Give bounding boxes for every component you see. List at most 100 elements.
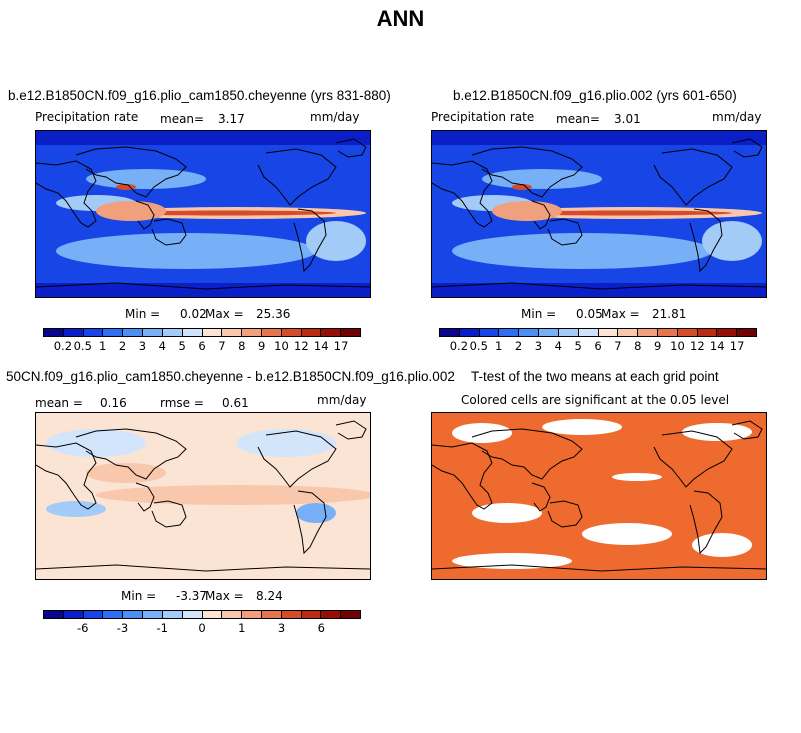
panel-bl-min-value: -3.37	[176, 589, 208, 603]
panel-tr-max-label: Max =	[601, 307, 640, 321]
non-significant-area	[582, 523, 672, 545]
non-significant-area	[542, 419, 622, 435]
panel-tl-min-value: 0.02	[180, 307, 207, 321]
colorbar-tick-label: 6	[594, 339, 602, 353]
colorbar-tick-label: 3	[534, 339, 543, 353]
colorbar-swatch	[558, 329, 579, 336]
colorbar-tick-label: 1	[494, 339, 503, 353]
panel-tl-units: mm/day	[310, 110, 360, 124]
colorbar-swatch	[301, 329, 322, 336]
coastline	[151, 218, 187, 246]
field-warm-pool	[492, 201, 562, 221]
colorbar-tick-label: -1	[156, 621, 168, 635]
coastline	[293, 490, 327, 555]
colorbar-tick-label: 12	[690, 339, 705, 353]
colorbar-tick-label: 0	[198, 621, 206, 635]
coastline	[531, 482, 551, 512]
panel-bl-mean-value: 0.16	[100, 396, 127, 410]
colorbar-swatch	[123, 611, 144, 618]
colorbar-swatch	[103, 329, 124, 336]
colorbar-tick-label: 0.2	[449, 339, 469, 353]
colorbar-swatch	[657, 329, 678, 336]
coastline	[36, 282, 370, 290]
field-positive	[86, 463, 166, 483]
colorbar-tick-label: 2	[514, 339, 523, 353]
panel-bl-max-value: 8.24	[256, 589, 283, 603]
field-itcz-core	[512, 210, 732, 216]
colorbar-swatch	[63, 329, 84, 336]
non-significant-area	[682, 423, 752, 441]
colorbar-tick-label: 8	[238, 339, 246, 353]
colorbar-tick-label: 14	[709, 339, 725, 353]
colorbar-swatch	[162, 329, 183, 336]
field-dry-zone	[452, 233, 712, 269]
coastline	[547, 218, 583, 246]
colorbar-tick-label: 6	[317, 621, 325, 635]
field-dry-zone	[306, 221, 366, 261]
colorbar-swatch	[143, 329, 163, 336]
colorbar-tr-ticks: 0.2 0.5 1 2 3 4 5 6 7 8 9 10 12 14 17	[439, 339, 757, 353]
coastline	[689, 490, 723, 555]
colorbar-tick-label: 1	[98, 339, 107, 353]
colorbar-tl	[43, 328, 361, 337]
colorbar-tick-label: 3	[277, 621, 286, 635]
colorbar-swatch	[717, 329, 738, 336]
non-significant-area	[612, 473, 662, 481]
non-significant-area	[452, 553, 572, 569]
precip-map-tr	[431, 130, 767, 298]
non-significant-area	[452, 423, 512, 443]
colorbar-swatch	[222, 611, 243, 618]
field-negative	[296, 503, 336, 523]
colorbar-swatch	[459, 329, 480, 336]
colorbar-swatch	[123, 329, 144, 336]
colorbar-tick-label: 4	[158, 339, 166, 353]
colorbar-tick-label: 14	[313, 339, 329, 353]
colorbar-swatch	[519, 329, 540, 336]
panel-bl-diff-title: 50CN.f09_g16.plio_cam1850.cheyenne - b.e…	[6, 369, 455, 384]
panel-tl-min-label: Min =	[125, 307, 161, 321]
panel-tl-variable: Precipitation rate	[35, 110, 139, 124]
field-polar-band	[432, 283, 766, 297]
coastline	[257, 430, 337, 488]
panel-tr-case-title: b.e12.B1850CN.f09_g16.plio.002 (yrs 601-…	[453, 88, 737, 103]
panel-bl-mean-label: mean =	[35, 396, 83, 410]
colorbar-tick-label: 9	[257, 339, 266, 353]
panel-bl-min-label: Min =	[121, 589, 157, 603]
colorbar-tick-label: 4	[554, 339, 562, 353]
colorbar-tick-label: 1	[238, 621, 246, 635]
colorbar-tick-label: 7	[218, 339, 226, 353]
coastline	[75, 146, 187, 198]
colorbar-swatch	[499, 329, 520, 336]
colorbar-tr	[439, 328, 757, 337]
colorbar-swatch	[182, 329, 203, 336]
colorbar-tick-label: -3	[116, 621, 129, 635]
coastline	[36, 564, 370, 572]
colorbar-swatch	[281, 611, 302, 618]
colorbar-tick-label: -6	[77, 621, 89, 635]
coastline	[471, 428, 583, 480]
panel-tl-max-value: 25.36	[256, 307, 291, 321]
colorbar-swatch	[737, 329, 756, 336]
non-significant-area	[472, 503, 542, 523]
colorbar-swatch	[63, 611, 84, 618]
colorbar-swatch	[677, 329, 698, 336]
colorbar-swatch	[618, 329, 639, 336]
coastline	[547, 500, 583, 528]
colorbar-tick-label: 10	[670, 339, 685, 353]
colorbar-tick-label: 12	[294, 339, 309, 353]
coastline	[653, 148, 733, 206]
colorbar-tick-label: 3	[138, 339, 147, 353]
colorbar-swatch	[242, 329, 262, 336]
field-positive	[96, 485, 370, 505]
coastline	[432, 564, 766, 572]
panel-tr-min-value: 0.05	[576, 307, 603, 321]
panel-tl-mean-label: mean=	[160, 112, 205, 126]
coastline	[335, 138, 367, 158]
coastline	[731, 420, 763, 440]
colorbar-tick-label: 10	[274, 339, 289, 353]
coastline	[36, 442, 97, 510]
colorbar-tick-label: 17	[729, 339, 745, 353]
colorbar-tick-label: 6	[198, 339, 206, 353]
colorbar-swatch	[598, 329, 619, 336]
colorbar-swatch	[182, 611, 203, 618]
